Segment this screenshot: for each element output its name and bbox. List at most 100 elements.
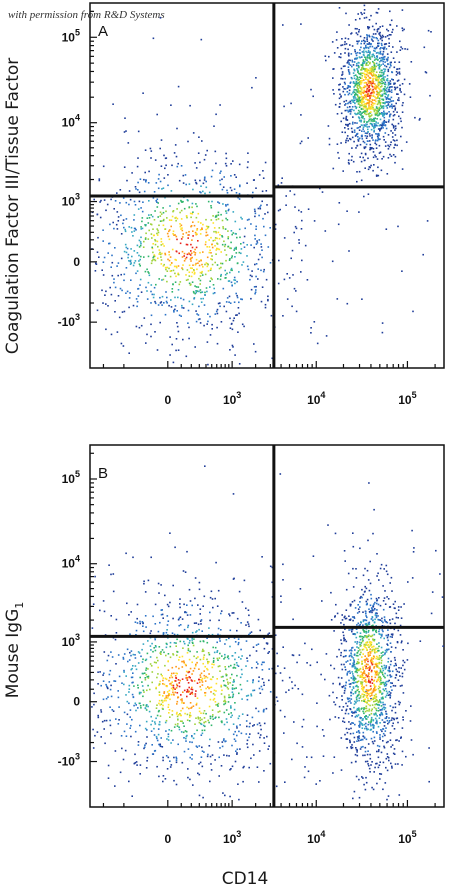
panel-b-event-dot <box>378 633 380 635</box>
panel-b-event-dot <box>357 714 360 716</box>
panel-b-event-dot <box>209 596 212 599</box>
panel-a-event-dot <box>161 252 163 255</box>
panel-b-event-dot <box>372 657 375 660</box>
panel-a-event-dot <box>370 107 373 110</box>
panel-b-event-dot <box>194 723 196 725</box>
panel-b-event-dot <box>115 618 118 621</box>
panel-a-event-dot <box>377 8 380 10</box>
panel-a-event-dot <box>381 158 383 160</box>
panel-b-event-dot <box>387 633 390 636</box>
panel-a-event-dot <box>363 17 366 19</box>
panel-a-event-dot <box>390 100 392 103</box>
panel-a-event-dot <box>395 102 397 105</box>
panel-a-event-dot <box>357 40 359 43</box>
panel-a-event-dot <box>385 228 388 230</box>
panel-a-event-dot <box>207 200 210 203</box>
panel-b-event-dot <box>355 568 357 570</box>
panel-b-event-dot <box>356 740 358 742</box>
panel-a-event-dot <box>109 223 111 226</box>
panel-b-event-dot <box>198 745 201 747</box>
panel-b-event-dot <box>357 738 359 740</box>
panel-b-event-dot <box>171 672 173 675</box>
panel-a-event-dot <box>396 51 398 53</box>
panel-a-event-dot <box>371 98 373 101</box>
panel-b-event-dot <box>156 676 158 679</box>
panel-a-event-dot <box>375 106 378 108</box>
panel-b-event-dot <box>179 720 182 722</box>
panel-b-event-dot <box>157 733 160 736</box>
panel-a-event-dot <box>390 96 393 99</box>
panel-a-event-dot <box>171 343 173 346</box>
panel-a-event-dot <box>125 201 128 204</box>
panel-a-event-dot <box>285 195 287 197</box>
panel-a-event-dot <box>396 86 399 89</box>
panel-a-event-dot <box>351 136 354 139</box>
panel-b-event-dot <box>377 701 380 704</box>
panel-b-event-dot <box>336 655 338 658</box>
panel-a-event-dot <box>170 299 172 301</box>
panel-b-event-dot <box>330 619 333 621</box>
panel-b-event-dot <box>150 649 152 651</box>
panel-b-event-dot <box>216 605 219 607</box>
panel-a-event-dot <box>363 105 366 108</box>
panel-a-event-dot <box>376 103 379 105</box>
panel-b-event-dot <box>372 788 375 791</box>
panel-b-event-dot <box>379 691 381 693</box>
panel-b-event-dot <box>209 715 212 718</box>
panel-b-event-dot <box>257 732 260 735</box>
panel-b-event-dot <box>205 675 207 678</box>
panel-a-event-dot <box>152 228 154 230</box>
panel-a-event-dot <box>106 203 109 206</box>
panel-b-event-dot <box>366 624 368 626</box>
panel-b-event-dot <box>196 630 198 632</box>
panel-a-event-dot <box>353 61 356 63</box>
panel-a-event-dot <box>382 82 385 84</box>
panel-a-event-dot <box>136 244 139 247</box>
panel-b-event-dot <box>373 688 375 690</box>
panel-a-event-dot <box>381 95 384 97</box>
panel-b-event-dot <box>386 573 389 576</box>
panel-b-event-dot <box>183 640 185 643</box>
panel-b-event-dot <box>367 651 370 654</box>
panel-b-event-dot <box>370 699 373 701</box>
panel-b-event-dot <box>379 671 382 673</box>
panel-a-event-dot <box>382 107 385 110</box>
panel-b-event-dot <box>367 703 370 706</box>
panel-b-event-dot <box>181 700 183 702</box>
panel-b-event-dot <box>250 693 252 695</box>
panel-b-event-dot <box>104 742 106 745</box>
panel-a-event-dot <box>338 106 341 108</box>
panel-a-event-dot <box>166 302 168 304</box>
panel-b-event-dot <box>358 796 361 799</box>
panel-a-event-dot <box>235 252 238 254</box>
panel-b-event-dot <box>354 649 356 651</box>
panel-b-event-dot <box>115 632 118 634</box>
panel-b-event-dot <box>231 612 234 614</box>
panel-b-event-dot <box>174 675 177 677</box>
panel-b-event-dot <box>333 667 336 670</box>
panel-b-event-dot <box>140 691 142 694</box>
panel-a-event-dot <box>339 93 341 96</box>
panel-b-event-dot <box>129 727 131 729</box>
panel-b-event-dot <box>191 686 193 689</box>
panel-a-event-dot <box>172 269 175 272</box>
panel-b-event-dot <box>397 763 399 765</box>
panel-b-event-dot <box>353 706 355 709</box>
panel-a-event-dot <box>359 73 361 75</box>
panel-b-event-dot <box>188 671 191 673</box>
panel-a-event-dot <box>146 268 148 271</box>
panel-b-event-dot <box>306 756 308 758</box>
panel-a-event-dot <box>134 260 137 262</box>
panel-a-event-dot <box>307 208 310 210</box>
panel-b-event-dot <box>341 668 344 671</box>
panel-a-event-dot <box>382 60 384 63</box>
panel-b-event-dot <box>199 676 202 678</box>
panel-b-event-dot <box>198 763 200 765</box>
panel-a-event-dot <box>377 28 379 30</box>
panel-a-event-dot <box>383 58 386 61</box>
panel-b-event-dot <box>329 718 331 721</box>
panel-b-event-dot <box>359 653 361 656</box>
panel-b-event-dot <box>368 681 370 683</box>
panel-a-event-dot <box>353 86 355 88</box>
panel-b-event-dot <box>245 640 248 642</box>
